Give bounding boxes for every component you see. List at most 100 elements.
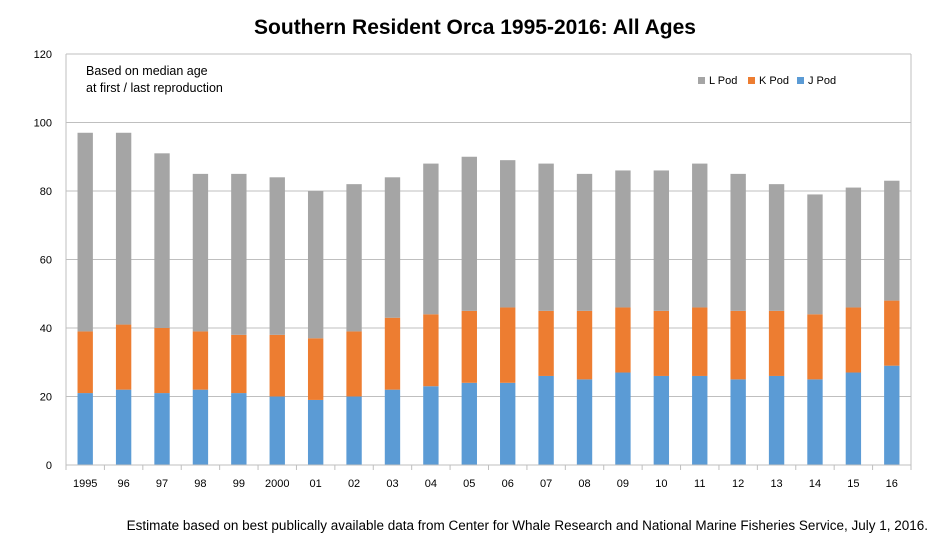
- bar-k-pod: [576, 310, 593, 380]
- bar-k-pod: [692, 307, 708, 376]
- annotation-line-2: at first / last reproduction: [86, 81, 223, 95]
- x-tick-label: 16: [886, 478, 898, 490]
- bar-k-pod: [653, 310, 670, 376]
- bar-l-pod: [77, 132, 93, 332]
- bar-k-pod: [807, 314, 823, 380]
- bar-j-pod: [884, 365, 900, 465]
- legend-swatch-k-pod: [748, 77, 755, 84]
- bar-l-pod: [730, 173, 746, 311]
- bar-j-pod: [115, 389, 132, 465]
- bar-k-pod: [730, 310, 746, 380]
- x-tick-label: 05: [463, 478, 475, 490]
- bar-l-pod: [115, 132, 132, 325]
- x-tick-label: 01: [310, 478, 322, 490]
- bar-j-pod: [768, 375, 785, 465]
- bar-l-pod: [423, 163, 439, 315]
- bar-k-pod: [845, 307, 862, 373]
- bar-k-pod: [154, 328, 170, 394]
- x-tick-label: 15: [847, 478, 859, 490]
- bar-l-pod: [192, 173, 209, 332]
- bar-k-pod: [307, 338, 324, 400]
- bar-l-pod: [346, 184, 362, 332]
- bar-k-pod: [538, 310, 554, 376]
- legend-label-l-pod: L Pod: [709, 75, 737, 87]
- x-tick-label: 10: [655, 478, 667, 490]
- bar-k-pod: [461, 310, 477, 383]
- y-tick-label: 80: [40, 186, 52, 198]
- x-tick-label: 98: [194, 478, 206, 490]
- bar-l-pod: [307, 191, 324, 339]
- bar-j-pod: [807, 379, 823, 465]
- bar-j-pod: [692, 375, 708, 465]
- chart-annotation: Based on median age at first / last repr…: [86, 63, 223, 97]
- x-tick-label: 04: [425, 478, 437, 490]
- x-tick-label: 02: [348, 478, 360, 490]
- bar-k-pod: [423, 314, 439, 387]
- bar-k-pod: [500, 307, 516, 383]
- bar-l-pod: [538, 163, 554, 311]
- bar-l-pod: [384, 177, 401, 318]
- bar-l-pod: [653, 170, 670, 311]
- annotation-line-1: Based on median age: [86, 64, 208, 78]
- bar-l-pod: [269, 177, 285, 335]
- x-tick-label: 1995: [73, 478, 97, 490]
- bar-j-pod: [154, 393, 170, 465]
- bar-k-pod: [115, 324, 132, 390]
- bar-k-pod: [384, 317, 401, 390]
- bar-l-pod: [845, 187, 862, 308]
- bar-j-pod: [730, 379, 746, 465]
- bar-j-pod: [307, 399, 324, 465]
- bar-l-pod: [231, 173, 247, 335]
- x-tick-label: 06: [502, 478, 514, 490]
- bar-l-pod: [576, 173, 593, 311]
- x-tick-label: 13: [770, 478, 782, 490]
- y-tick-label: 120: [34, 49, 52, 61]
- x-tick-label: 12: [732, 478, 744, 490]
- legend-swatch-j-pod: [797, 77, 804, 84]
- bar-k-pod: [231, 334, 247, 394]
- bar-k-pod: [768, 310, 785, 376]
- bar-k-pod: [192, 331, 209, 390]
- bar-k-pod: [77, 331, 93, 394]
- x-tick-label: 07: [540, 478, 552, 490]
- bar-j-pod: [269, 396, 285, 465]
- bar-j-pod: [500, 382, 516, 465]
- x-tick-label: 09: [617, 478, 629, 490]
- x-tick-label: 08: [578, 478, 590, 490]
- bar-l-pod: [692, 163, 708, 308]
- legend-label-j-pod: J Pod: [808, 75, 836, 87]
- bar-l-pod: [615, 170, 631, 308]
- y-tick-label: 40: [40, 323, 52, 335]
- y-tick-label: 100: [34, 118, 52, 130]
- bar-l-pod: [500, 160, 516, 308]
- bar-j-pod: [576, 379, 593, 465]
- bar-k-pod: [346, 331, 362, 397]
- bar-j-pod: [192, 389, 209, 465]
- legend-swatch-l-pod: [698, 77, 705, 84]
- x-tick-label: 14: [809, 478, 821, 490]
- bar-j-pod: [653, 375, 670, 465]
- bar-j-pod: [346, 396, 362, 465]
- y-tick-label: 60: [40, 255, 52, 267]
- x-tick-label: 97: [156, 478, 168, 490]
- bar-l-pod: [461, 156, 477, 311]
- bar-l-pod: [884, 180, 900, 301]
- bar-k-pod: [884, 300, 900, 366]
- x-tick-label: 03: [386, 478, 398, 490]
- bar-j-pod: [423, 386, 439, 465]
- bar-k-pod: [269, 334, 285, 397]
- bar-l-pod: [154, 153, 170, 328]
- bar-j-pod: [538, 375, 554, 465]
- x-tick-label: 11: [694, 478, 705, 490]
- bar-k-pod: [615, 307, 631, 373]
- x-tick-label: 96: [117, 478, 129, 490]
- legend-label-k-pod: K Pod: [759, 75, 789, 87]
- x-tick-label: 2000: [265, 478, 289, 490]
- bar-l-pod: [807, 194, 823, 315]
- bar-j-pod: [615, 372, 631, 465]
- bar-j-pod: [231, 393, 247, 465]
- y-tick-label: 20: [40, 392, 52, 404]
- chart-title: Southern Resident Orca 1995-2016: All Ag…: [254, 16, 696, 39]
- bar-j-pod: [845, 372, 862, 465]
